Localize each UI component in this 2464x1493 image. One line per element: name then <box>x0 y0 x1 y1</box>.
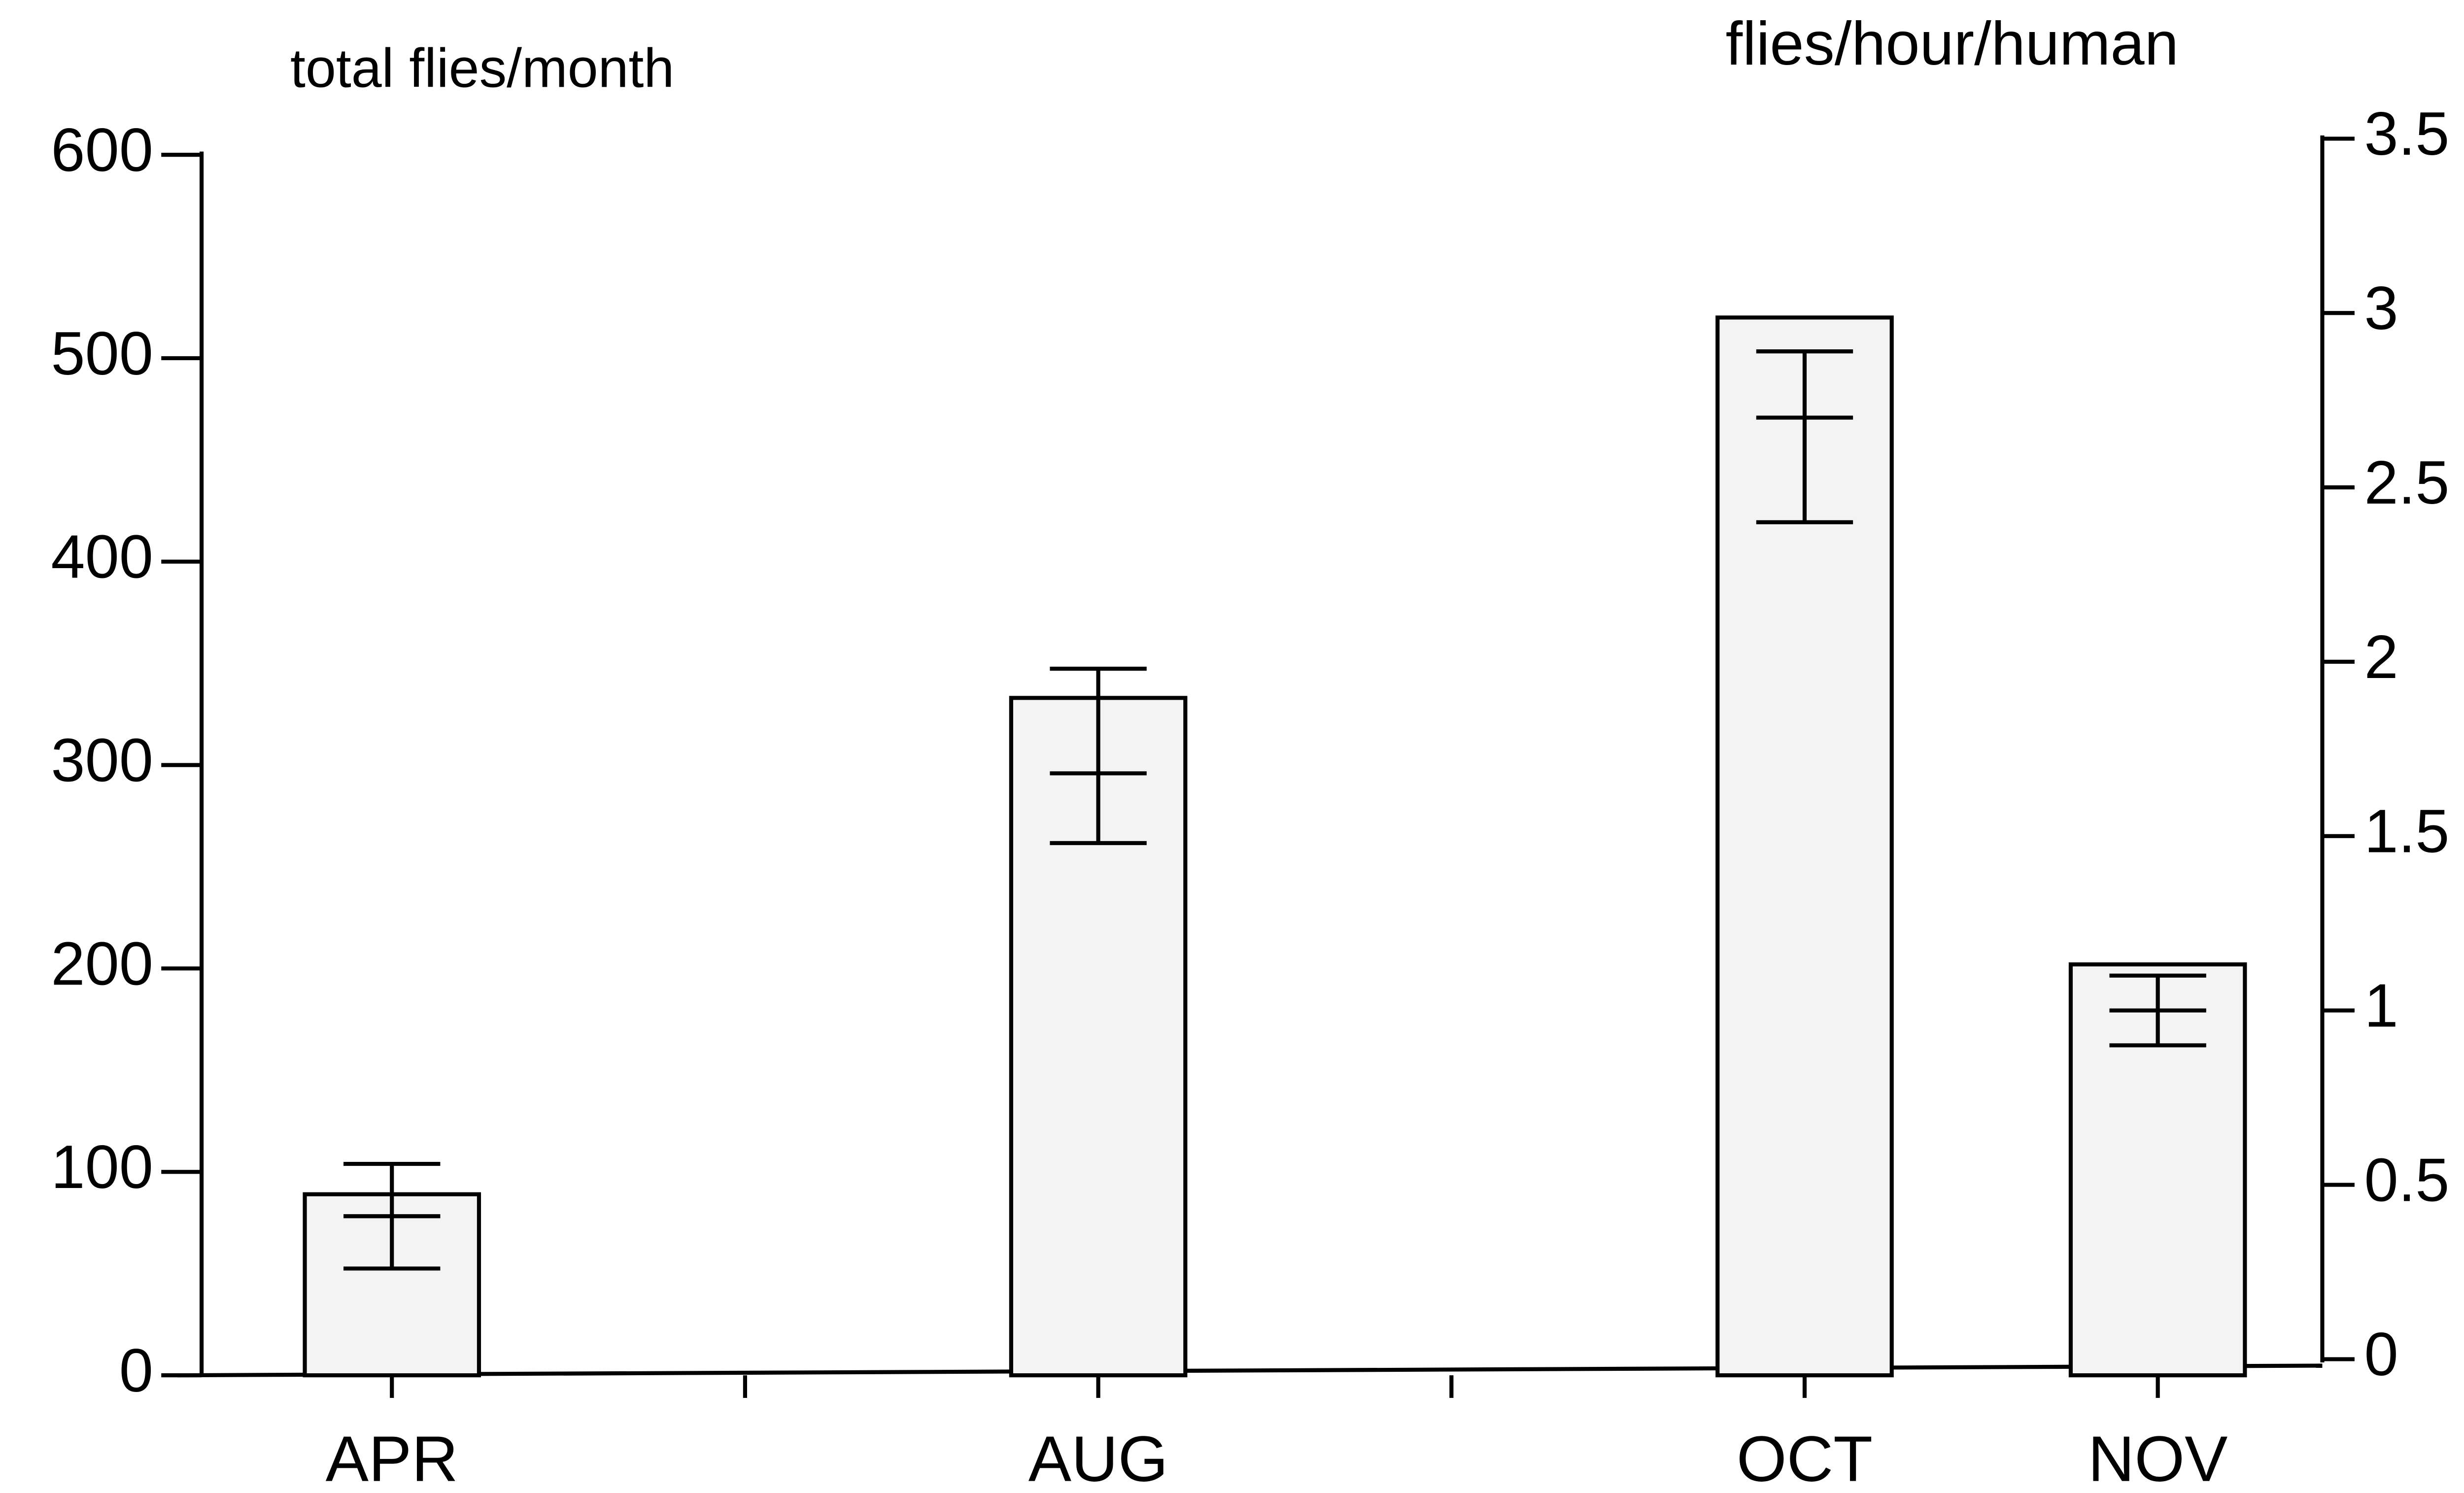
x-tick-label: OCT <box>1737 1423 1873 1493</box>
y2-axis-title: flies/hour/human <box>1726 9 2179 78</box>
y-tick-label: 200 <box>51 929 153 998</box>
x-axis <box>177 1363 2323 1378</box>
x-tick-label: APR <box>326 1423 458 1493</box>
y-tick-label: 600 <box>51 116 153 184</box>
y-tick-label: 300 <box>51 726 153 794</box>
y2-tick-label: 1.5 <box>2364 797 2450 866</box>
y-tick-label: 400 <box>51 523 153 591</box>
y2-tick-label: 0.5 <box>2364 1146 2450 1214</box>
y2-tick-label: 3 <box>2364 274 2398 342</box>
x-tick-label: NOV <box>2088 1423 2228 1493</box>
y2-tick-label: 0 <box>2364 1320 2398 1389</box>
y-tick-label: 0 <box>119 1336 153 1405</box>
y-tick-label: 100 <box>51 1133 153 1201</box>
y2-tick-label: 3.5 <box>2364 100 2450 168</box>
y2-tick-label: 2 <box>2364 623 2398 691</box>
y2-tick-label: 2.5 <box>2364 448 2450 517</box>
x-tick-label: AUG <box>1028 1423 1168 1493</box>
y-axis-title: total flies/month <box>290 37 674 99</box>
y-tick-label: 500 <box>51 319 153 388</box>
y2-tick-label: 1 <box>2364 972 2398 1040</box>
